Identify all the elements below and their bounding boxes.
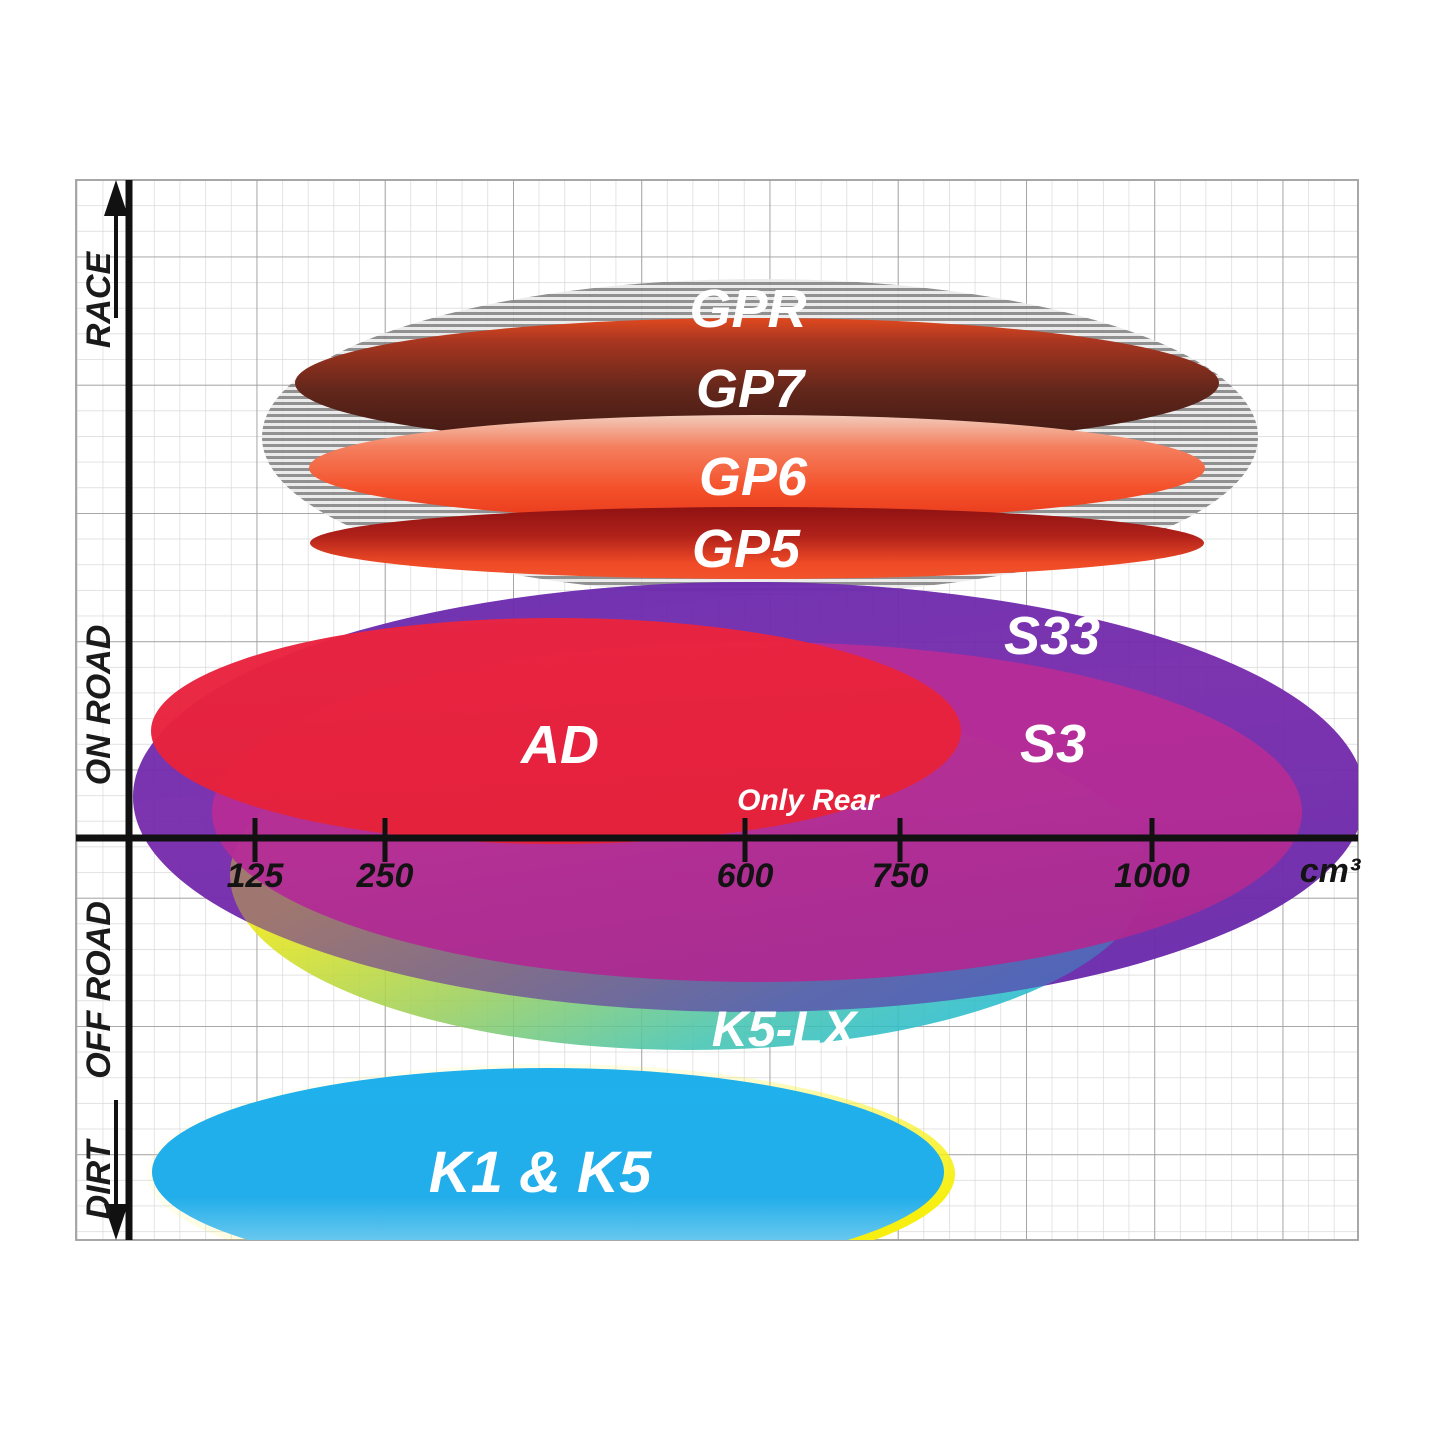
- dirt-arrow-icon: [104, 1100, 128, 1240]
- ellipse-gp5: [310, 507, 1204, 579]
- tick-label-250: 250: [356, 857, 414, 895]
- x-axis-tick-labels: 125 250 600 750 1000 cm³: [227, 852, 1362, 895]
- y-label-on-road: ON ROAD: [80, 625, 118, 786]
- ellipse-k1k5: [152, 1068, 944, 1240]
- ellipse-ad: [151, 618, 961, 844]
- x-axis-unit-label: cm³: [1300, 852, 1362, 890]
- label-s33: S33: [1004, 606, 1100, 666]
- ellipse-stack: [133, 279, 1358, 1240]
- label-k5lx: K5-LX: [712, 1001, 859, 1057]
- axes: [76, 180, 1358, 1240]
- label-k1k5: K1 & K5: [429, 1140, 652, 1205]
- ellipse-gp7: [295, 318, 1219, 448]
- y-label-race: RACE: [80, 251, 118, 349]
- label-gp6: GP6: [699, 447, 808, 507]
- ellipse-labels: GPR GP7 GP6 GP5 S33 S3 AD Only Rear K5-L…: [429, 279, 1100, 1205]
- y-label-dirt: DIRT: [80, 1137, 118, 1219]
- y-label-off-road: OFF ROAD: [80, 901, 118, 1079]
- tick-label-750: 750: [872, 857, 929, 895]
- label-s3: S3: [1020, 714, 1086, 774]
- tick-label-600: 600: [717, 857, 774, 895]
- tick-label-1000: 1000: [1114, 857, 1190, 895]
- x-axis-ticks: [252, 818, 1155, 862]
- y-axis-category-labels: RACE ON ROAD OFF ROAD DIRT: [80, 251, 118, 1220]
- ellipse-gp6: [309, 415, 1205, 521]
- label-gp7: GP7: [696, 359, 807, 419]
- label-only-rear: Only Rear: [737, 784, 881, 817]
- label-gp5: GP5: [692, 519, 801, 579]
- label-gpr: GPR: [689, 279, 806, 339]
- label-ad: AD: [519, 715, 599, 775]
- tick-label-125: 125: [227, 857, 285, 895]
- race-arrow-icon: [104, 180, 128, 318]
